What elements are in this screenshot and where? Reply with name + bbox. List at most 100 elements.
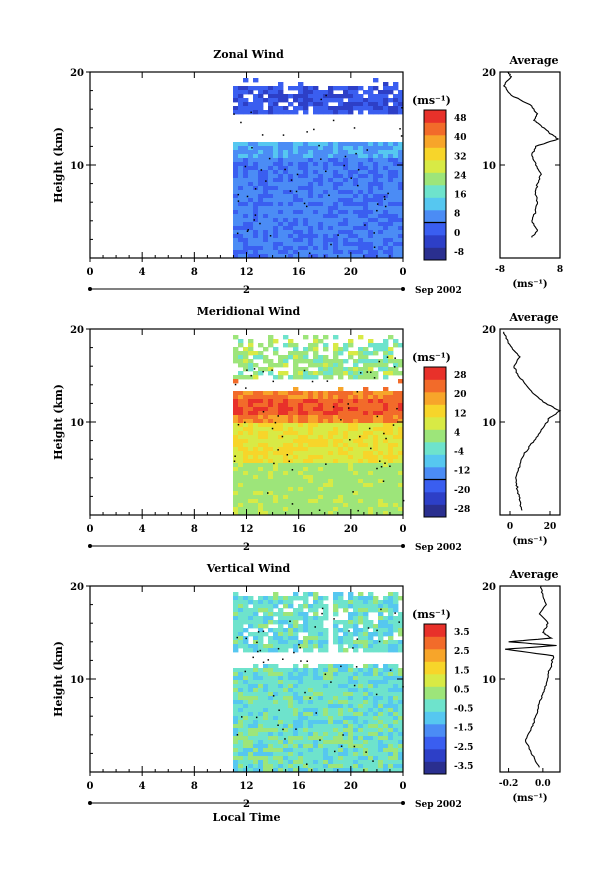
average-x-tick-label: -8 xyxy=(495,265,505,275)
colorbar-swatch xyxy=(424,222,446,236)
y-tick-label: 20 xyxy=(70,325,84,336)
colorbar-tick-label: 0.5 xyxy=(454,685,470,695)
x-tick-label: 20 xyxy=(344,267,358,278)
colorbar-tick-label: 16 xyxy=(454,191,467,201)
date-bar-end xyxy=(88,544,92,548)
colorbar-swatch xyxy=(424,686,446,700)
colorbar-swatch xyxy=(424,110,446,123)
average-x-tick-label: 0 xyxy=(507,522,513,532)
colorbar-tick-label: 4 xyxy=(454,428,460,438)
contour-marks xyxy=(233,356,405,512)
y-tick-label: 10 xyxy=(70,418,84,429)
average-x-tick-label: -0.2 xyxy=(499,779,518,789)
date-bar-end xyxy=(88,801,92,805)
colorbar-frame xyxy=(423,109,447,261)
colorbar-swatch xyxy=(424,761,446,775)
colorbar-tick-label: 1.5 xyxy=(454,666,470,676)
average-x-tick-label: 8 xyxy=(557,265,563,275)
colorbar-swatch xyxy=(424,135,446,148)
colorbar-tick-label: 48 xyxy=(454,114,467,124)
y-tick-label: 10 xyxy=(70,675,84,686)
colorbar-tick-label: -3.5 xyxy=(454,762,473,772)
colorbar-swatch xyxy=(424,392,446,405)
date-day: 2 xyxy=(243,799,250,810)
date-bar-end xyxy=(88,287,92,291)
average-unit: (ms⁻¹) xyxy=(512,536,547,547)
colorbar-swatch xyxy=(424,454,446,468)
date-bar-end xyxy=(401,801,405,805)
x-tick-label: 8 xyxy=(191,524,198,535)
colorbar-swatch xyxy=(424,467,446,480)
colorbar-unit: (ms⁻¹) xyxy=(412,94,451,107)
date-label: Sep 2002 xyxy=(415,286,462,296)
panel-title: Zonal Wind xyxy=(213,48,284,61)
average-y-label: 20 xyxy=(482,325,496,336)
colorbar-frame xyxy=(423,366,447,518)
colorbar-tick-label: -2.5 xyxy=(454,743,473,753)
date-bar-end xyxy=(401,544,405,548)
panel-title: Vertical Wind xyxy=(206,562,291,575)
colorbar-tick-label: -20 xyxy=(454,486,470,496)
y-tick-label: 20 xyxy=(70,582,84,593)
x-tick-label: 4 xyxy=(139,524,146,535)
colorbar-swatch xyxy=(424,160,446,173)
heatmap-cells xyxy=(233,78,404,259)
date-label: Sep 2002 xyxy=(415,800,462,810)
y-tick-label: 20 xyxy=(70,68,84,79)
colorbar-swatch xyxy=(424,661,446,675)
colorbar-swatch xyxy=(424,649,446,662)
x-tick-label: 0 xyxy=(87,524,94,535)
y-axis-label: Height (km) xyxy=(52,641,65,717)
average-profile-line xyxy=(502,331,562,511)
contour-marks xyxy=(233,94,403,255)
x-tick-label: 16 xyxy=(292,267,306,278)
colorbar-tick-label: 24 xyxy=(454,171,467,181)
x-tick-label: 16 xyxy=(292,781,306,792)
colorbar-swatch xyxy=(424,147,446,161)
colorbar-swatch xyxy=(424,235,446,248)
average-y-label: 10 xyxy=(482,161,496,172)
colorbar-tick-label: -4 xyxy=(454,448,464,458)
average-y-label: 10 xyxy=(482,418,496,429)
date-day: 2 xyxy=(243,542,250,553)
colorbar-swatch xyxy=(424,711,446,725)
colorbar-swatch xyxy=(424,736,446,750)
average-unit: (ms⁻¹) xyxy=(512,279,547,290)
x-tick-label: 20 xyxy=(344,781,358,792)
colorbar-unit: (ms⁻¹) xyxy=(412,608,451,621)
colorbar-swatch xyxy=(424,210,446,223)
colorbar-frame xyxy=(423,623,447,775)
y-axis-label: Height (km) xyxy=(52,384,65,460)
heatmap-cells xyxy=(233,335,404,516)
colorbar-swatch xyxy=(424,172,446,186)
colorbar-swatch xyxy=(424,504,446,518)
colorbar-tick-label: -28 xyxy=(454,505,470,515)
contour-marks xyxy=(236,607,404,765)
average-frame xyxy=(499,71,561,259)
x-tick-label: 8 xyxy=(191,267,198,278)
colorbar-swatch xyxy=(424,479,446,493)
x-tick-label: 16 xyxy=(292,524,306,535)
average-y-label: 10 xyxy=(482,675,496,686)
panel-2: Vertical Wind 20 10 Height (km) 0 4 8 12 16 20 0 2 S… xyxy=(52,562,561,824)
colorbar-swatch xyxy=(424,247,446,261)
x-tick-label: 0 xyxy=(87,267,94,278)
colorbar-swatch xyxy=(424,724,446,737)
colorbar-tick-label: -8 xyxy=(454,248,464,258)
y-tick-label: 10 xyxy=(70,161,84,172)
x-tick-label: 0 xyxy=(400,524,407,535)
colorbar-swatch xyxy=(424,197,446,211)
colorbar-tick-label: 32 xyxy=(454,152,467,162)
colorbar-tick-label: -12 xyxy=(454,467,470,477)
average-x-tick-label: 20 xyxy=(544,522,557,532)
colorbar-tick-label: -0.5 xyxy=(454,705,473,715)
x-tick-label: 12 xyxy=(240,781,254,792)
x-tick-label: 0 xyxy=(87,781,94,792)
colorbar-unit: (ms⁻¹) xyxy=(412,351,451,364)
colorbar-swatch xyxy=(424,492,446,505)
average-title: Average xyxy=(508,311,558,324)
x-tick-label: 12 xyxy=(240,267,254,278)
